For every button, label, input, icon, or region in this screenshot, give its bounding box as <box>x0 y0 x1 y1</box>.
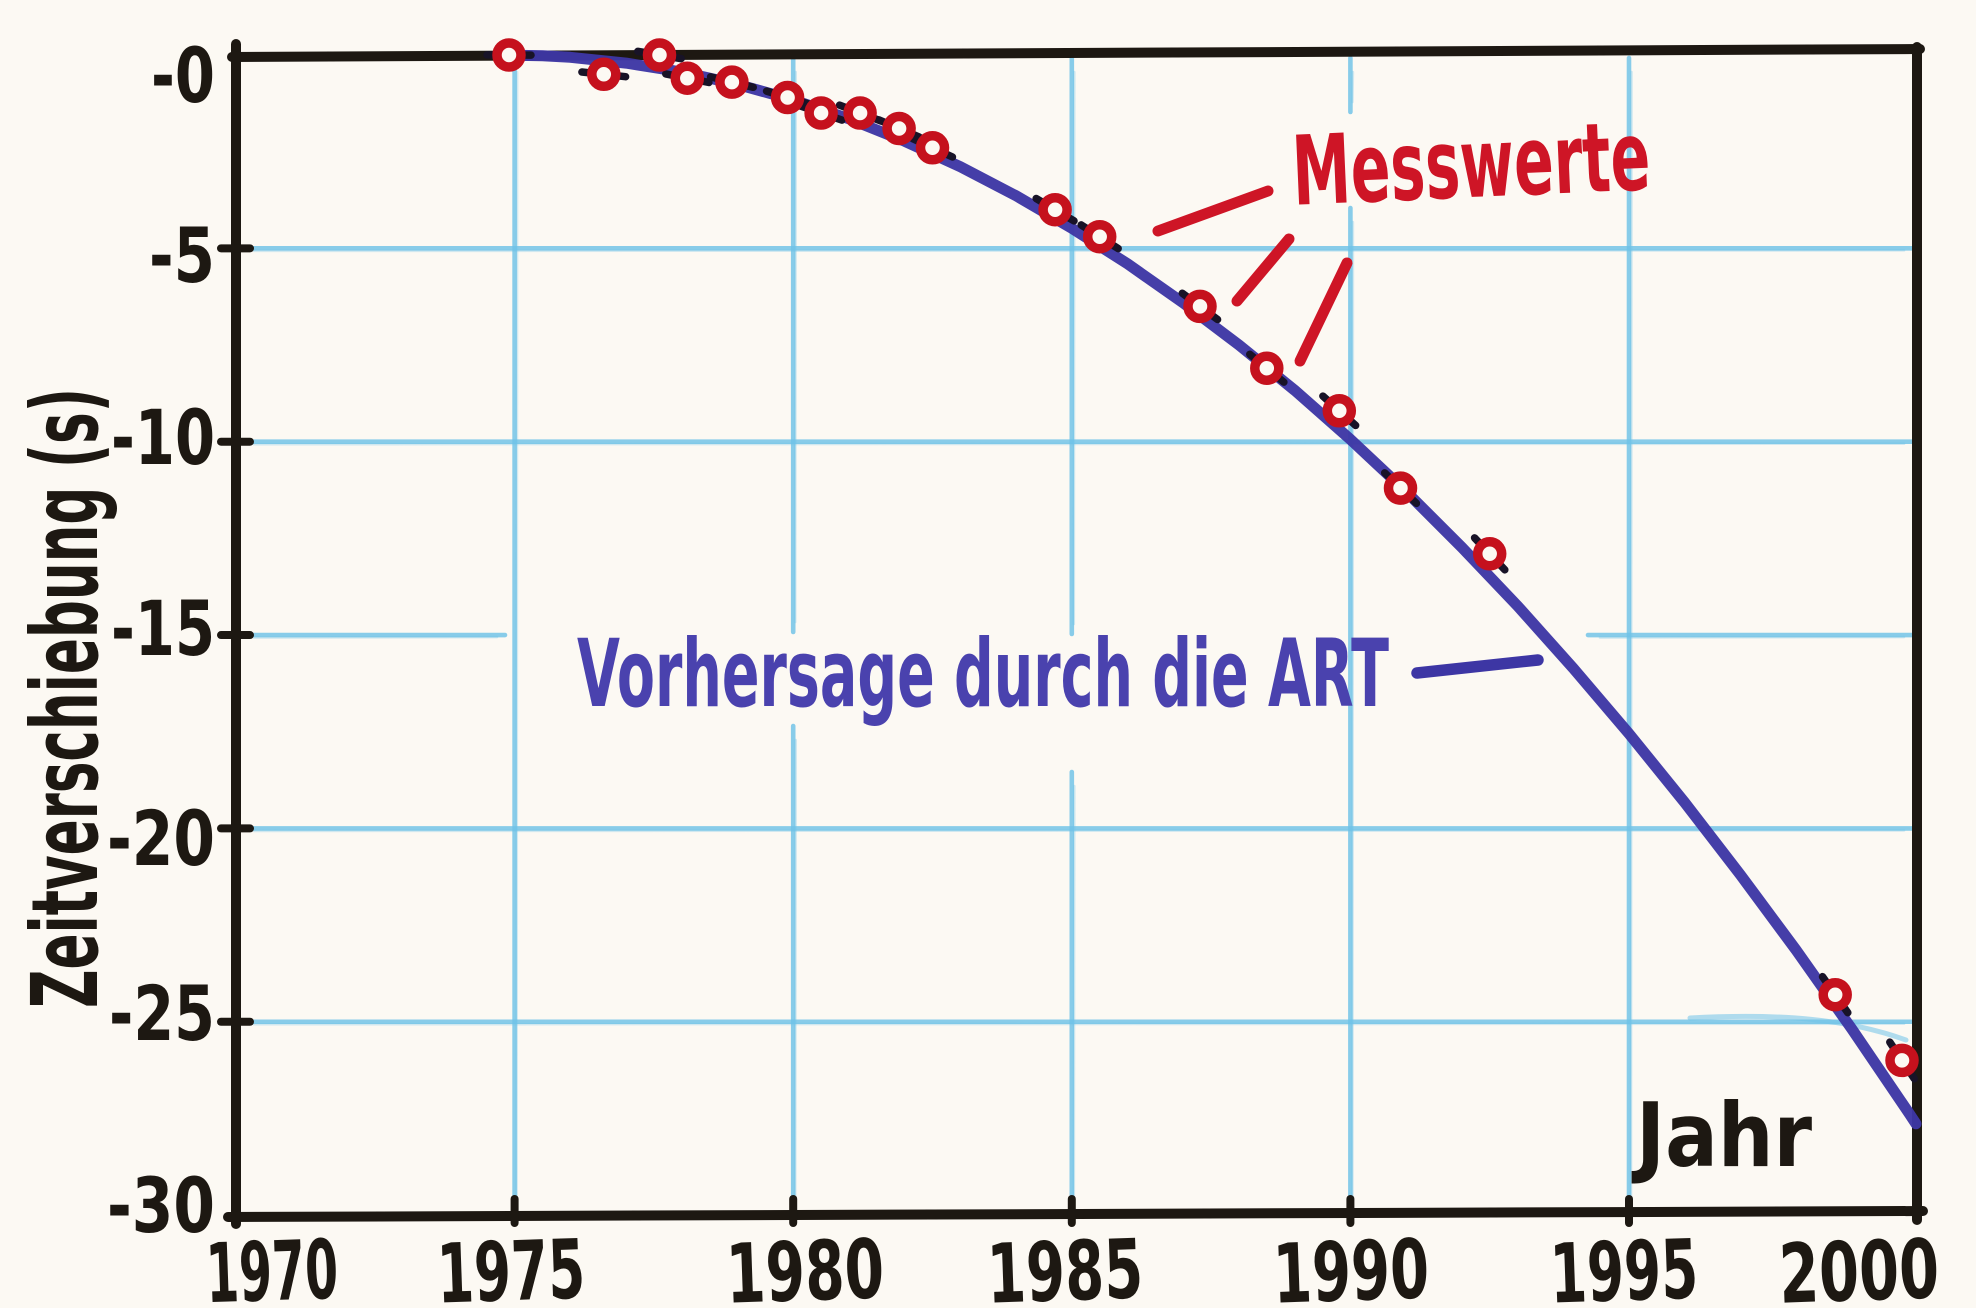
data-point-layer <box>483 38 1919 1083</box>
x-tick-label: 1975 <box>435 1222 586 1308</box>
grid-line-horizontal-echo <box>252 249 1906 253</box>
y-tick-label: -15 <box>111 584 215 673</box>
measured-leader-dash <box>1294 257 1353 367</box>
data-point <box>1885 1043 1919 1078</box>
grid-line-vertical-echo <box>793 738 798 1204</box>
data-point <box>915 131 950 165</box>
prediction-leader-dash <box>1411 654 1544 679</box>
x-tick-label: 1990 <box>1271 1222 1430 1308</box>
grid-line-vertical-echo <box>515 70 519 1204</box>
leader-dash-layer <box>1152 185 1544 679</box>
data-point <box>804 96 838 130</box>
data-point <box>1082 219 1117 254</box>
data-point <box>715 65 749 99</box>
y-tick-label: -30 <box>107 1161 215 1250</box>
data-point <box>587 57 621 92</box>
grid-layer <box>239 55 1915 1215</box>
grid-line-horizontal-echo <box>252 829 1906 833</box>
x-tick-label: 1980 <box>724 1222 885 1308</box>
x-tick-label: 1985 <box>985 1222 1144 1308</box>
grid-line-horizontal-echo <box>1598 635 1906 639</box>
y-tick-label: -10 <box>111 393 215 482</box>
data-point <box>1818 977 1852 1012</box>
data-point <box>1472 537 1507 571</box>
grid-line-vertical-echo <box>1072 70 1076 626</box>
data-point <box>1183 289 1217 324</box>
data-point <box>1322 394 1357 428</box>
data-point <box>770 80 805 115</box>
grid-line-vertical-echo <box>1351 220 1355 1204</box>
x-tick-label: 1995 <box>1548 1222 1699 1308</box>
x-tick-label: 1970 <box>204 1223 339 1308</box>
x-axis-title: Jahr <box>1632 1084 1813 1187</box>
data-point <box>843 96 877 130</box>
grid-line-vertical-echo <box>1072 784 1076 1204</box>
grid-line-horizontal-echo <box>252 1022 1906 1026</box>
measured-series-label: Messwerte <box>1290 100 1653 228</box>
grid-stray-stroke <box>1687 1013 1909 1043</box>
y-tick-label: -20 <box>107 794 215 883</box>
data-point <box>670 61 705 95</box>
data-point <box>1250 351 1284 385</box>
prediction-series-label: Vorhersage durch die ART <box>577 620 1389 729</box>
measured-leader-dash <box>1152 185 1274 237</box>
y-tick-label: -25 <box>109 969 215 1058</box>
grid-line-horizontal-echo <box>252 442 1906 446</box>
data-point <box>882 111 916 146</box>
data-point <box>1383 471 1418 505</box>
grid-line-vertical-echo <box>1351 70 1355 104</box>
data-point <box>642 38 677 72</box>
grid-line-vertical-echo <box>793 70 798 624</box>
y-axis-title: Zeitverschiebung (s) <box>12 388 119 1008</box>
data-point <box>492 38 526 72</box>
grid-line-horizontal-echo <box>252 635 499 639</box>
measured-leader-dash <box>1231 233 1295 307</box>
y-tick-label: -0 <box>151 31 215 120</box>
x-tick-label: 2000 <box>1777 1222 1940 1308</box>
data-point <box>1038 192 1072 227</box>
y-tick-label: -5 <box>149 211 215 300</box>
tick-layer <box>217 244 1633 1227</box>
